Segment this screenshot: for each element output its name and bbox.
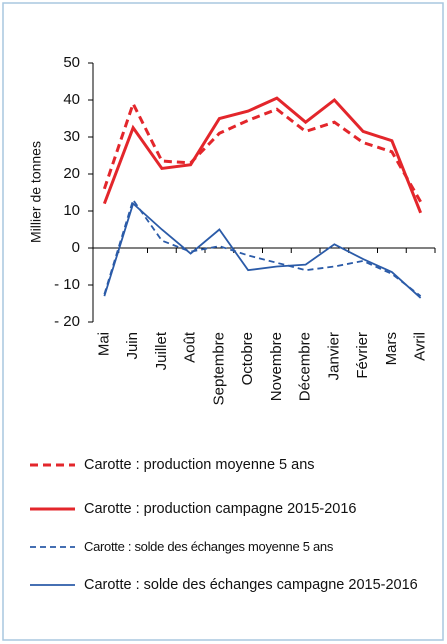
x-tick-label: Décembre bbox=[297, 332, 314, 401]
x-tick-label: Juillet bbox=[153, 331, 170, 370]
x-tick-label: Septembre bbox=[210, 332, 227, 405]
x-tick-label: Janvier bbox=[325, 332, 342, 380]
y-tick-label: - 10 bbox=[54, 276, 80, 293]
legend-label: Carotte : production campagne 2015-2016 bbox=[84, 501, 357, 517]
legend-label: Carotte : production moyenne 5 ans bbox=[84, 457, 315, 473]
series-line bbox=[103, 201, 422, 299]
y-tick-label: - 20 bbox=[54, 313, 80, 330]
y-tick-label: 20 bbox=[63, 165, 80, 182]
series-line bbox=[103, 197, 422, 297]
y-tick-label: 50 bbox=[63, 54, 80, 71]
legend-label: Carotte : solde des échanges moyenne 5 a… bbox=[84, 539, 334, 554]
x-tick-label: Août bbox=[182, 331, 199, 363]
y-tick-label: 0 bbox=[72, 239, 80, 256]
series-line bbox=[102, 99, 422, 203]
x-tick-label: Octobre bbox=[239, 332, 256, 385]
x-tick-label: Avril bbox=[412, 332, 429, 361]
y-tick-label: 30 bbox=[63, 128, 80, 145]
x-tick-label: Juin bbox=[124, 332, 141, 360]
x-tick-label: Mai bbox=[95, 332, 112, 356]
y-axis-label: Millier de tonnes bbox=[28, 141, 44, 243]
series-line bbox=[102, 96, 423, 214]
legend-label: Carotte : solde des échanges campagne 20… bbox=[84, 577, 418, 593]
x-tick-label: Mars bbox=[383, 332, 400, 365]
y-tick-label: 40 bbox=[63, 91, 80, 108]
x-tick-label: Novembre bbox=[268, 332, 285, 401]
x-tick-label: Février bbox=[354, 332, 371, 379]
y-tick-label: 10 bbox=[63, 202, 80, 219]
